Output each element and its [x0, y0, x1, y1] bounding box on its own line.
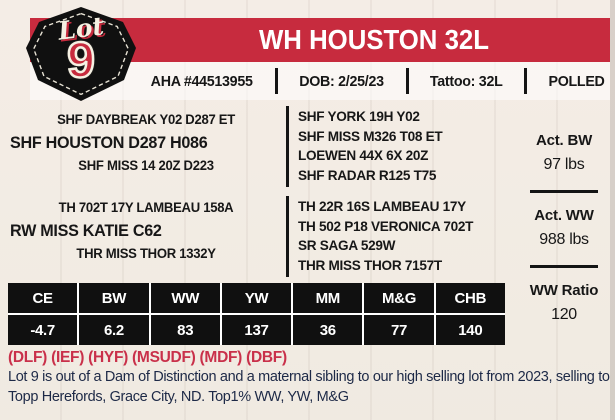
pedigree-ancestor: THR MISS THOR 7157T	[298, 256, 442, 273]
pedigree-ancestor: TH 22R 16S LAMBEAU 17Y	[298, 198, 466, 214]
genetic-flags: (DLF) (IEF) (HYF) (MSUDF) (MDF) (DBF)	[8, 349, 287, 366]
lot-description: Lot 9 is out of a Dam of Distinction and…	[8, 369, 610, 405]
page-title: WH HOUSTON 32L	[259, 24, 489, 55]
epd-value-bw: 6.2	[79, 315, 151, 345]
polled-flag: POLLED	[548, 72, 605, 90]
epd-value-mg: 77	[364, 315, 436, 345]
dam-grand-dam: THR MISS THOR 1332Y	[76, 246, 216, 261]
epd-value-yw: 137	[222, 315, 294, 345]
epd-value-row: -4.7 6.2 83 137 36 77 140	[8, 315, 505, 345]
epd-header-chb: CHB	[454, 289, 487, 307]
epd-value-ce: -4.7	[8, 315, 80, 345]
pedigree-ancestor: LOEWEN 44X 6X 20Z	[298, 147, 429, 163]
epd-header-yw: YW	[222, 283, 294, 313]
dam-extended-pedigree: TH 22R 16S LAMBEAU 17Y TH 502 P18 VERONI…	[286, 196, 518, 277]
divider-rule	[530, 190, 598, 193]
tattoo-value: Tattoo: 32L	[430, 72, 503, 90]
lot-badge: Lot 9	[26, 6, 136, 102]
info-divider	[405, 68, 409, 94]
dam-grand-sire: TH 702T 17Y LAMBEAU 158A	[58, 200, 234, 215]
pedigree-ancestor: SHF RADAR R125 T75	[298, 166, 437, 183]
aha-registration-number: AHA #44513955	[150, 72, 253, 90]
epd-header-mg: M&G	[364, 283, 436, 313]
epd-table: CE BW WW YW MM M&G CHB -4.7 6.2 83 137 3…	[8, 283, 505, 345]
sire-grand-dam: SHF MISS 14 20Z D223	[78, 158, 214, 173]
ww-ratio-value: 120	[551, 306, 577, 323]
sire-pedigree-block: SHF DAYBREAK Y02 D287 ET SHF HOUSTON D28…	[10, 110, 282, 175]
registration-info-bar: AHA #44513955 DOB: 2/25/23 Tattoo: 32L P…	[148, 62, 606, 100]
epd-value-ww: 83	[151, 315, 222, 345]
epd-header-row: CE BW WW YW MM M&G CHB	[8, 283, 505, 315]
lot-badge-number: 9	[66, 31, 96, 90]
actual-bw-label: Act. BW	[535, 132, 593, 149]
pedigree-ancestor: SR SAGA 529W	[298, 237, 396, 253]
info-divider	[274, 68, 278, 94]
actual-measurements-panel: Act. BW 97 lbs Act. WW 988 lbs WW Ratio …	[516, 130, 612, 328]
dam-name: RW MISS KATIE C62	[10, 221, 162, 240]
epd-value-mm: 36	[293, 315, 365, 345]
epd-header-ww: WW	[151, 283, 222, 313]
epd-header-ce: CE	[8, 283, 80, 313]
lot-badge-shape	[26, 7, 136, 101]
pedigree-ancestor: SHF MISS M326 T08 ET	[298, 127, 443, 144]
epd-header-bw: BW	[79, 283, 151, 313]
pedigree-ancestor: TH 502 P18 VERONICA 702T	[298, 217, 474, 234]
ww-ratio-label: WW Ratio	[529, 282, 599, 299]
dob-value: DOB: 2/25/23	[299, 72, 385, 90]
actual-ww-label: Act. WW	[534, 207, 594, 224]
sire-grand-sire: SHF DAYBREAK Y02 D287 ET	[57, 112, 235, 127]
sire-extended-pedigree: SHF YORK 19H Y02 SHF MISS M326 T08 ET LO…	[286, 106, 518, 187]
epd-header-mm: MM	[293, 283, 365, 313]
actual-ww-value: 988 lbs	[539, 231, 589, 248]
info-divider	[524, 68, 528, 94]
sire-name: SHF HOUSTON D287 H086	[10, 133, 208, 152]
pedigree-ancestor: SHF YORK 19H Y02	[298, 108, 420, 124]
dam-pedigree-block: TH 702T 17Y LAMBEAU 158A RW MISS KATIE C…	[10, 198, 282, 263]
divider-rule	[530, 265, 598, 268]
epd-value-chb: 140	[458, 321, 483, 339]
actual-bw-value: 97 lbs	[543, 156, 585, 173]
